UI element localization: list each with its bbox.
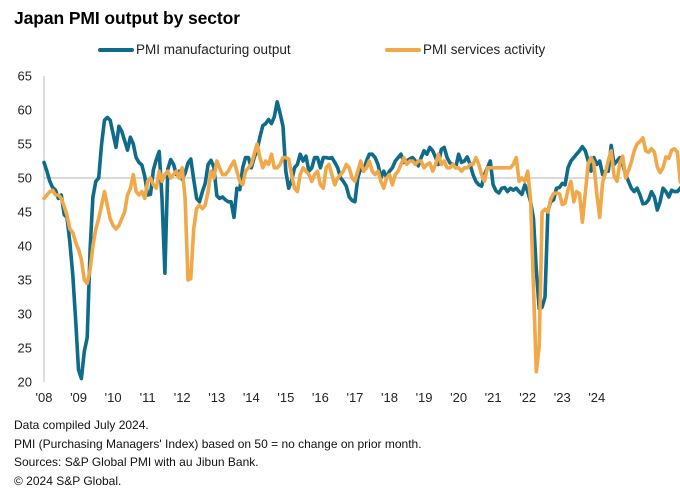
- x-tick-label: '24: [588, 390, 605, 405]
- series-lines: [42, 99, 680, 381]
- footnote-data-compiled: Data compiled July 2024.: [14, 418, 149, 432]
- footnote-sources: Sources: S&P Global PMI with au Jibun Ba…: [14, 455, 259, 469]
- x-tick-label: '18: [381, 390, 398, 405]
- x-tick-label: '12: [174, 390, 191, 405]
- x-tick-label: '22: [519, 390, 536, 405]
- y-tick-label: 45: [18, 205, 32, 220]
- x-tick-label: '08: [36, 390, 53, 405]
- footnote-pmi-definition: PMI (Purchasing Managers' Index) based o…: [14, 436, 422, 451]
- x-tick-label: '21: [485, 390, 502, 405]
- y-tick-label: 65: [18, 69, 32, 84]
- x-tick-label: '16: [312, 390, 329, 405]
- legend-item-services: PMI services activity: [385, 42, 545, 57]
- chart-legend: PMI manufacturing output PMI services ac…: [0, 42, 680, 62]
- legend-swatch-services: [385, 47, 421, 52]
- x-tick-label: '11: [140, 390, 156, 405]
- chart-title: Japan PMI output by sector: [14, 8, 240, 28]
- x-tick-label: '23: [554, 390, 571, 405]
- x-tick-label: '19: [416, 390, 433, 405]
- y-tick-label: 40: [18, 239, 32, 254]
- y-tick-label: 55: [18, 137, 32, 152]
- x-tick-label: '20: [450, 390, 467, 405]
- x-tick-label: '14: [243, 390, 260, 405]
- legend-label-services: PMI services activity: [423, 42, 546, 57]
- y-tick-label: 60: [18, 103, 32, 118]
- x-tick-label: '13: [208, 390, 225, 405]
- series-line-manufacturing: [42, 99, 680, 381]
- y-tick-label: 30: [18, 307, 32, 322]
- y-tick-label: 20: [18, 375, 32, 390]
- footnotes: Data compiled July 2024. PMI (Purchasing…: [14, 416, 422, 490]
- legend-label-manufacturing: PMI manufacturing output: [136, 42, 291, 57]
- y-tick-label: 25: [18, 341, 32, 356]
- x-tick-label: '15: [277, 390, 294, 405]
- legend-swatch-manufacturing: [98, 47, 134, 52]
- x-tick-label: '10: [105, 390, 122, 405]
- y-tick-label: 50: [18, 171, 32, 186]
- x-tick-label: '17: [346, 390, 363, 405]
- legend-item-manufacturing: PMI manufacturing output: [98, 42, 291, 57]
- x-tick-label: '09: [70, 390, 87, 405]
- y-tick-label: 35: [18, 273, 32, 288]
- series-line-services: [42, 136, 680, 374]
- x-axis: '08 '09 '10 '11 '12 '13 '14 '15 '16 '17 '18 '19 '20 '…: [36, 390, 606, 405]
- footnote-copyright: © 2024 S&P Global.: [14, 473, 122, 488]
- y-axis: 20 25 30 35 40 45 50 55 60 65: [18, 69, 45, 390]
